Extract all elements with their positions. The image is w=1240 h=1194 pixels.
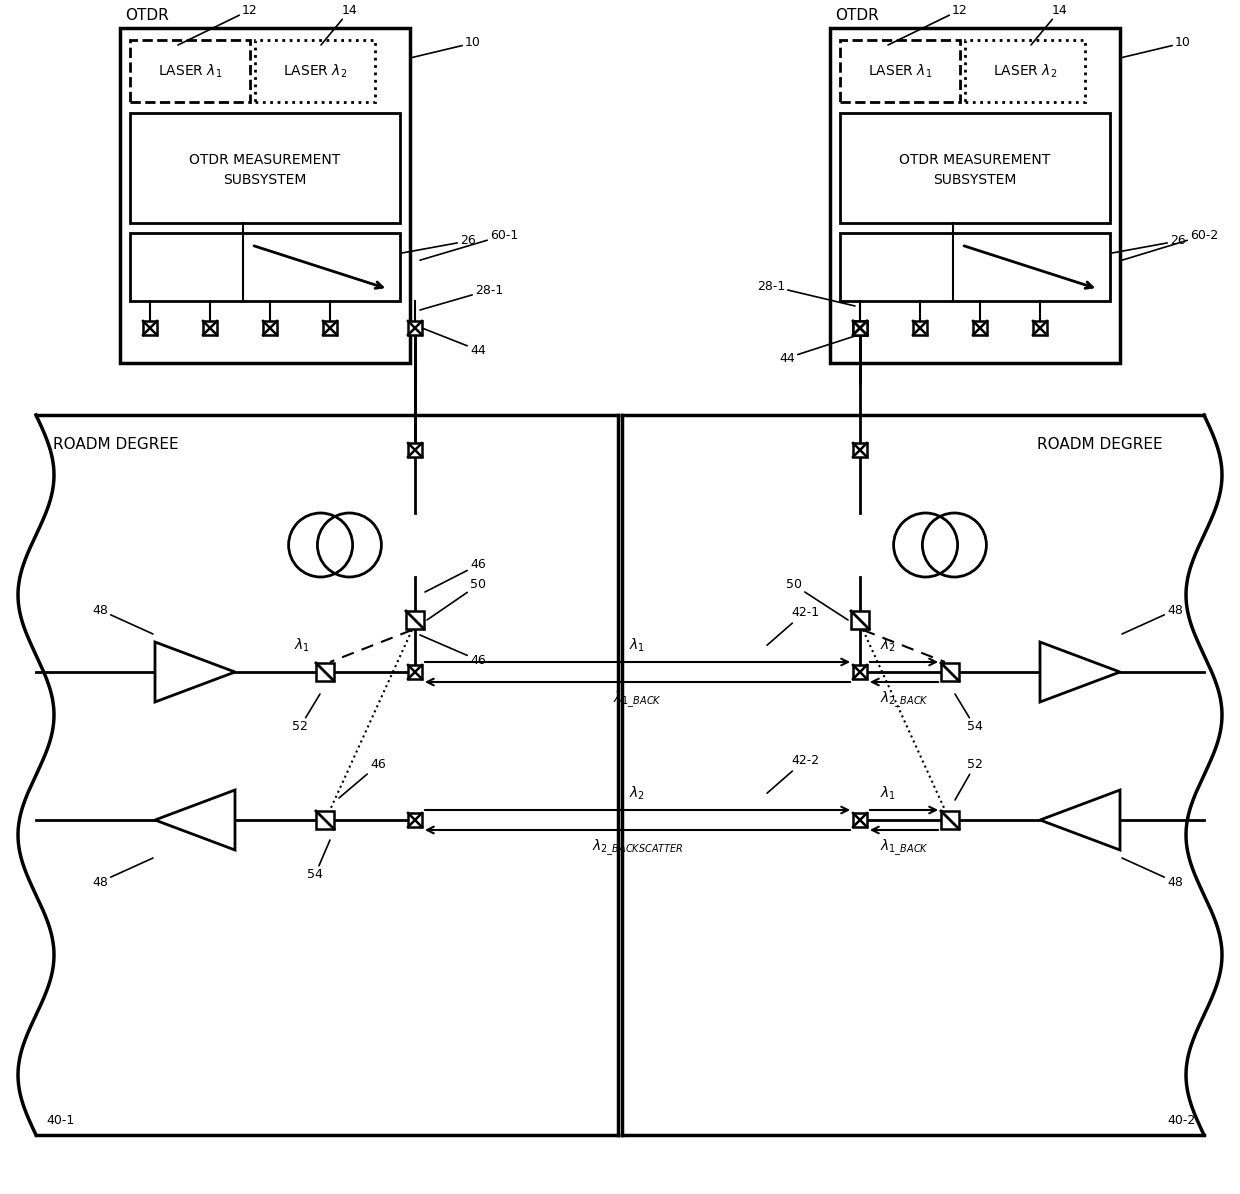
Text: 40-2: 40-2 xyxy=(1167,1114,1195,1127)
Bar xyxy=(965,41,1085,101)
Text: 26: 26 xyxy=(402,234,476,253)
Bar xyxy=(143,321,157,336)
Text: 42-2: 42-2 xyxy=(768,753,820,793)
Text: 50: 50 xyxy=(786,579,848,620)
Text: 46: 46 xyxy=(339,758,386,798)
Bar xyxy=(130,41,250,101)
Text: SUBSYSTEM: SUBSYSTEM xyxy=(934,173,1017,187)
Bar xyxy=(322,321,337,336)
Text: 28-1: 28-1 xyxy=(420,283,503,310)
Bar xyxy=(120,27,410,363)
Bar xyxy=(853,321,867,336)
Bar xyxy=(853,813,867,827)
Bar xyxy=(839,233,1110,301)
Text: 10: 10 xyxy=(1120,37,1190,59)
Text: 50: 50 xyxy=(427,579,486,620)
Bar xyxy=(830,27,1120,363)
Bar xyxy=(316,811,334,829)
Text: 46: 46 xyxy=(420,635,486,666)
Text: $\lambda_{2\_BACK}$: $\lambda_{2\_BACK}$ xyxy=(880,690,929,710)
Text: 48: 48 xyxy=(1122,603,1183,634)
Text: 54: 54 xyxy=(955,694,983,733)
Text: LASER $\lambda_1$: LASER $\lambda_1$ xyxy=(868,62,932,80)
Bar xyxy=(316,663,334,681)
Text: OTDR MEASUREMENT: OTDR MEASUREMENT xyxy=(899,153,1050,167)
Text: $\lambda_{1\_BACK}$: $\lambda_{1\_BACK}$ xyxy=(613,690,662,710)
Bar xyxy=(405,611,424,629)
Text: 60-2: 60-2 xyxy=(1122,229,1218,260)
Text: 12: 12 xyxy=(179,4,258,45)
Bar xyxy=(973,321,987,336)
Text: OTDR: OTDR xyxy=(125,8,169,23)
Text: LASER $\lambda_2$: LASER $\lambda_2$ xyxy=(283,62,347,80)
Bar xyxy=(853,665,867,679)
Text: 52: 52 xyxy=(955,758,983,800)
Bar xyxy=(941,811,959,829)
Bar xyxy=(853,443,867,457)
Bar xyxy=(853,321,867,336)
Text: OTDR MEASUREMENT: OTDR MEASUREMENT xyxy=(190,153,341,167)
Text: 60-1: 60-1 xyxy=(420,229,518,260)
Text: LASER $\lambda_2$: LASER $\lambda_2$ xyxy=(993,62,1058,80)
Bar xyxy=(839,41,960,101)
Text: $\lambda_1$: $\lambda_1$ xyxy=(880,784,897,802)
Text: $\lambda_1$: $\lambda_1$ xyxy=(630,636,646,654)
Text: 48: 48 xyxy=(92,603,153,634)
Polygon shape xyxy=(155,642,236,702)
Text: 40-1: 40-1 xyxy=(46,1114,74,1127)
Bar xyxy=(203,321,217,336)
Text: $\lambda_2$: $\lambda_2$ xyxy=(880,636,897,654)
Text: 48: 48 xyxy=(92,858,153,888)
Text: 26: 26 xyxy=(1112,234,1185,253)
Text: $\lambda_{1\_BACK}$: $\lambda_{1\_BACK}$ xyxy=(880,838,929,858)
Polygon shape xyxy=(1040,790,1120,850)
Bar xyxy=(1033,321,1047,336)
Text: 46: 46 xyxy=(425,559,486,592)
Text: 14: 14 xyxy=(1030,4,1068,45)
Text: 52: 52 xyxy=(293,694,320,733)
Text: 14: 14 xyxy=(321,4,358,45)
Polygon shape xyxy=(1040,642,1120,702)
Bar xyxy=(408,321,422,336)
Polygon shape xyxy=(155,790,236,850)
Text: 42-1: 42-1 xyxy=(768,605,820,645)
Text: 48: 48 xyxy=(1122,858,1183,888)
Bar xyxy=(851,611,869,629)
Text: ROADM DEGREE: ROADM DEGREE xyxy=(1037,437,1163,453)
Text: 54: 54 xyxy=(308,841,330,881)
Bar xyxy=(408,665,422,679)
Text: $\lambda_{2\_BACKSCATTER}$: $\lambda_{2\_BACKSCATTER}$ xyxy=(591,838,683,858)
Bar xyxy=(130,233,401,301)
Bar xyxy=(255,41,374,101)
Text: OTDR: OTDR xyxy=(835,8,879,23)
Text: 28-1: 28-1 xyxy=(756,279,856,306)
Text: $\lambda_2$: $\lambda_2$ xyxy=(630,784,646,802)
Bar xyxy=(130,113,401,223)
Text: 10: 10 xyxy=(410,37,481,59)
Bar xyxy=(839,113,1110,223)
Text: SUBSYSTEM: SUBSYSTEM xyxy=(223,173,306,187)
Text: 12: 12 xyxy=(888,4,968,45)
Bar xyxy=(408,443,422,457)
Text: $\lambda_1$: $\lambda_1$ xyxy=(294,636,310,654)
Bar xyxy=(408,813,422,827)
Text: LASER $\lambda_1$: LASER $\lambda_1$ xyxy=(157,62,222,80)
Text: 44: 44 xyxy=(422,328,486,357)
Text: 44: 44 xyxy=(779,336,856,364)
Bar xyxy=(941,663,959,681)
Text: ROADM DEGREE: ROADM DEGREE xyxy=(53,437,179,453)
Bar xyxy=(263,321,277,336)
Bar xyxy=(913,321,928,336)
